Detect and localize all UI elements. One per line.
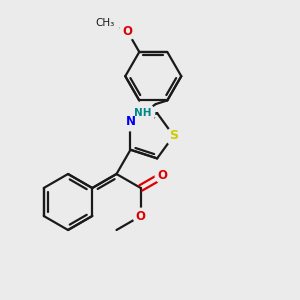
Text: CH₃: CH₃ [95, 18, 115, 28]
Text: O: O [136, 209, 146, 223]
Text: S: S [169, 129, 178, 142]
Text: O: O [158, 169, 168, 182]
Text: N: N [125, 115, 136, 128]
Text: O: O [122, 25, 132, 38]
Text: NH: NH [134, 108, 152, 118]
